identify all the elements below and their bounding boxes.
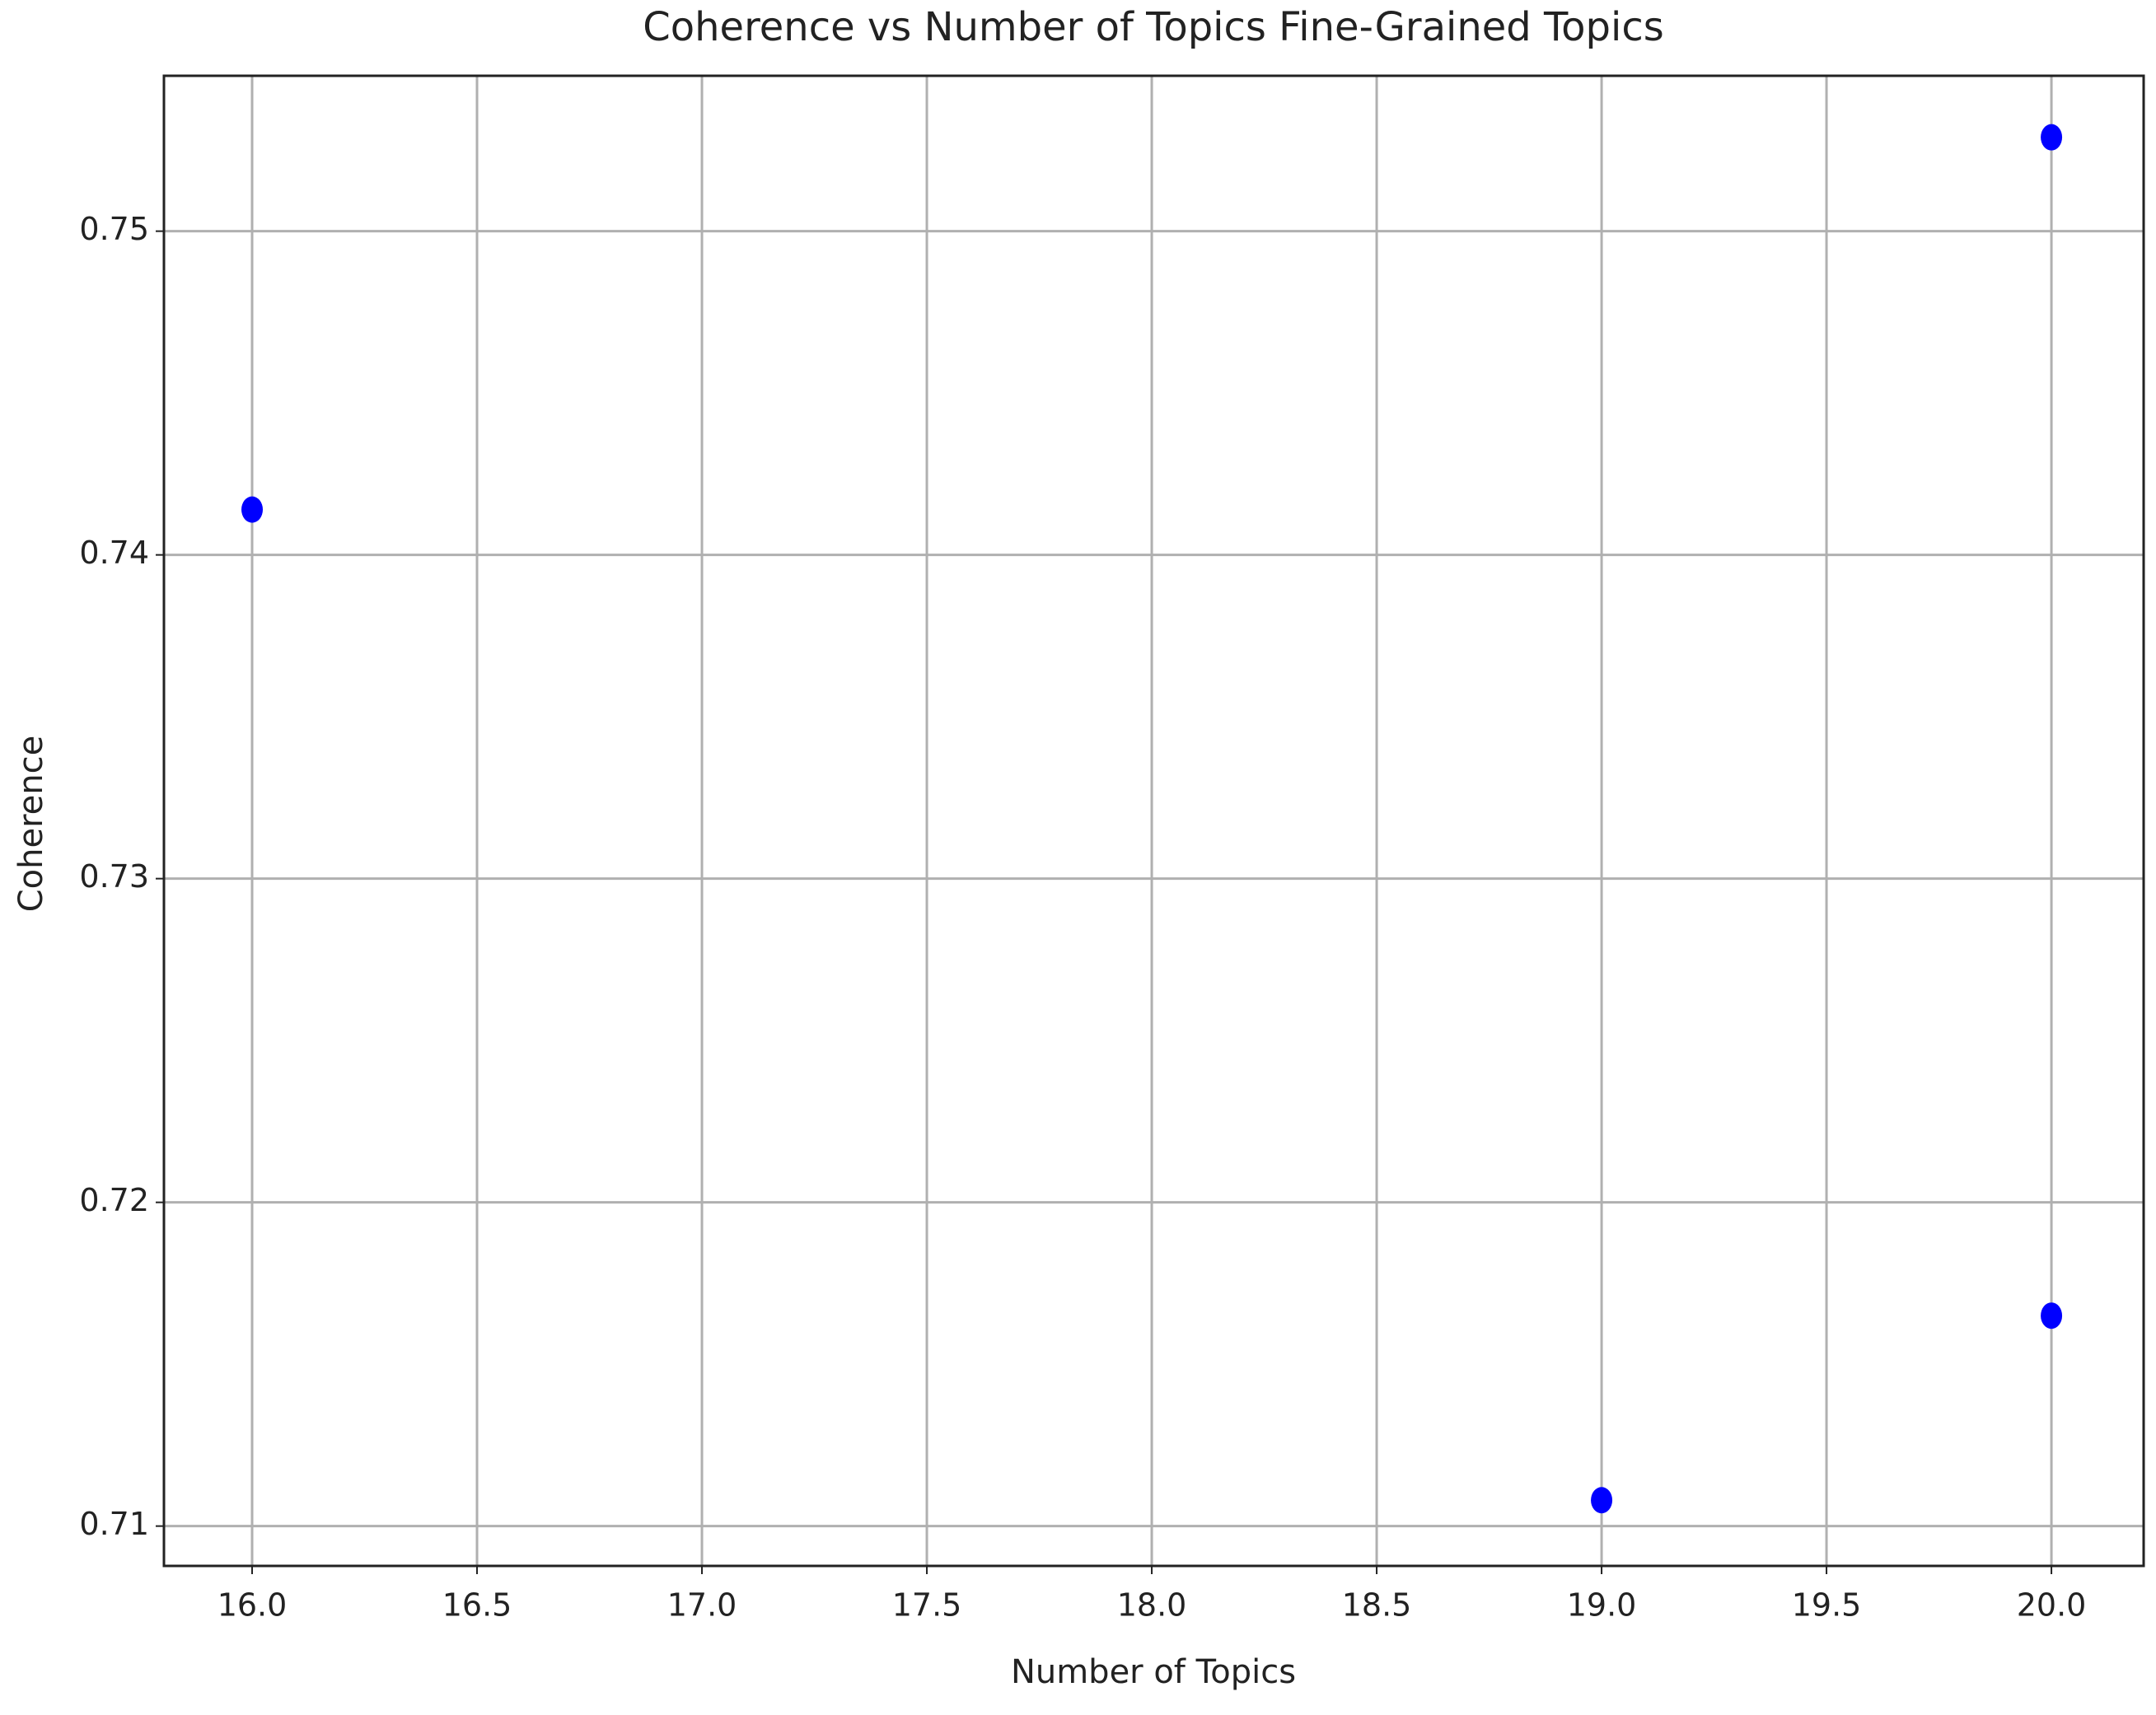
y-tick-label: 0.72 [79, 1182, 149, 1218]
point [2041, 1302, 2063, 1329]
x-tick-label: 18.0 [1117, 1587, 1187, 1624]
y-tick-label: 0.73 [79, 858, 149, 895]
y-tick-label: 0.74 [79, 535, 149, 571]
x-tick-label: 20.0 [2017, 1587, 2087, 1624]
plot-frame [162, 74, 2145, 1568]
x-tick-label: 19.0 [1567, 1587, 1637, 1624]
y-axis-label: Coherence [12, 736, 50, 913]
x-tick-label: 19.5 [1792, 1587, 1862, 1624]
x-tick-label: 16.5 [442, 1587, 512, 1624]
y-tick-label: 0.71 [79, 1506, 149, 1542]
point [2041, 124, 2063, 151]
x-axis-label: Number of Topics [1011, 1653, 1296, 1691]
y-tick-label: 0.75 [79, 211, 149, 247]
x-tick-label: 18.5 [1342, 1587, 1412, 1624]
x-tick-label: 17.0 [667, 1587, 737, 1624]
point [241, 496, 264, 523]
point [1591, 1487, 1613, 1514]
x-tick-label: 16.0 [217, 1587, 288, 1624]
chart-title: Coherence vs Number of Topics Fine-Grain… [643, 4, 1664, 50]
x-tick-label: 17.5 [892, 1587, 962, 1624]
